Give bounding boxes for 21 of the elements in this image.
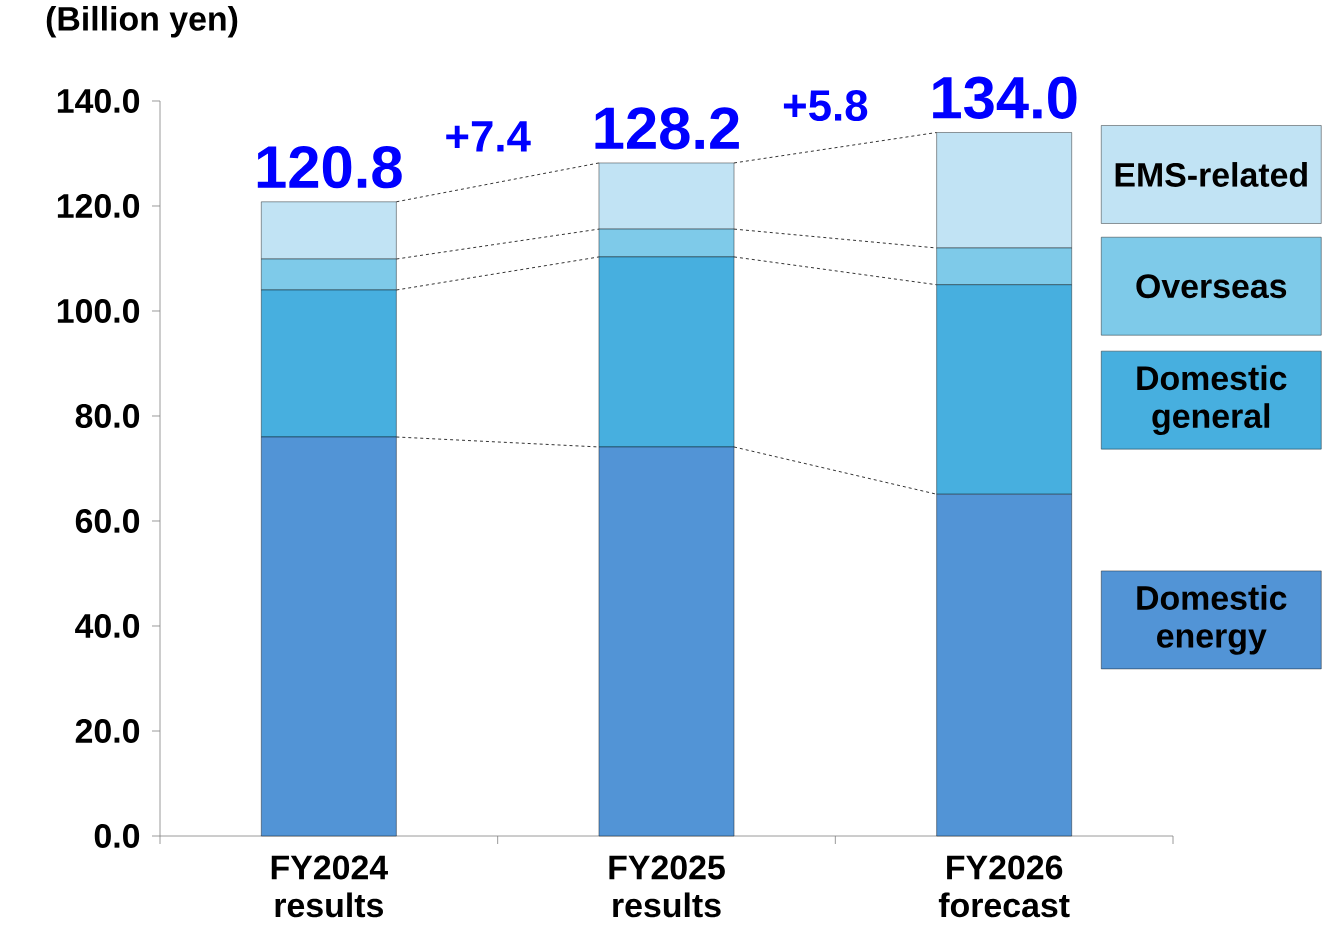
- y-tick-label: 40.0: [75, 614, 140, 638]
- total-label: 120.8: [257, 145, 402, 189]
- x-tick-label: FY2026 forecast: [938, 855, 1070, 918]
- y-tick-label: 60.0: [75, 509, 140, 533]
- x-tick-label: FY2025 results: [609, 855, 725, 918]
- y-tick-label: 140.0: [57, 89, 140, 113]
- y-tick-label: 20.0: [75, 719, 140, 743]
- y-tick-label: 120.0: [57, 194, 140, 218]
- series-label: EMS-related: [1115, 162, 1307, 187]
- series-label: Domestic energy: [1137, 585, 1287, 655]
- total-label: 128.2: [595, 107, 739, 150]
- annotation: +5.8: [783, 89, 868, 121]
- x-tick-label: FY2024 results: [271, 855, 388, 918]
- annotation: +7.4: [446, 121, 531, 152]
- y-tick-label: 80.0: [75, 404, 140, 428]
- total-label: 134.0: [933, 76, 1077, 119]
- y-axis-title: (Billion yen): [46, 5, 238, 38]
- series-label: Domestic general: [1137, 365, 1287, 435]
- y-tick-label: 0.0: [94, 824, 140, 848]
- series-label: Overseas: [1136, 274, 1287, 299]
- y-tick-label: 100.0: [57, 299, 140, 323]
